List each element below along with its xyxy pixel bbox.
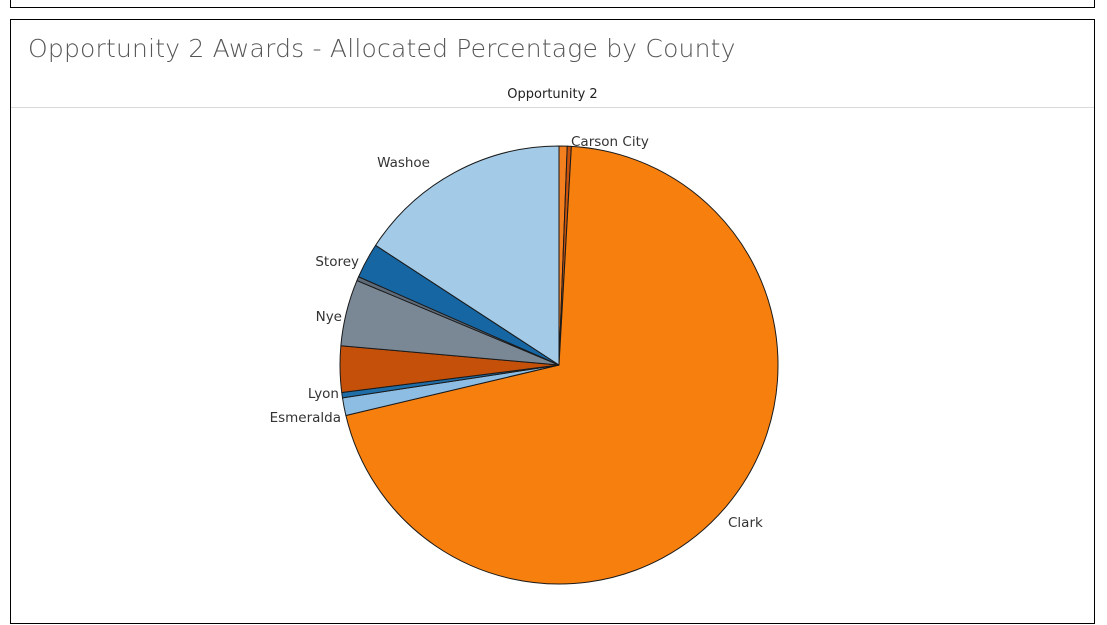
pie-slice-washoe[interactable] — [375, 145, 560, 366]
pie-label-carson-city: Carson City — [571, 134, 649, 150]
pie-slices — [339, 145, 779, 585]
pie-label-nye: Nye — [316, 309, 342, 325]
pie-chart: Carson City Clark Esmeralda Lyon Nye Storey Wa… — [270, 134, 779, 585]
pie-label-storey: Storey — [315, 254, 359, 270]
chart-title: Opportunity 2 Awards - Allocated Percent… — [28, 34, 736, 63]
previous-panel-frame — [10, 0, 1095, 8]
pie-slice-clark[interactable] — [345, 145, 779, 585]
chart-subtitle: Opportunity 2 — [507, 87, 598, 102]
title-divider — [11, 107, 1094, 108]
pie-label-lyon: Lyon — [308, 386, 339, 402]
pie-labels: Carson City Clark Esmeralda Lyon Nye Storey Wa… — [270, 134, 763, 531]
pie-label-washoe: Washoe — [377, 155, 430, 171]
pie-label-esmeralda: Esmeralda — [270, 410, 341, 426]
chart-panel: Opportunity 2 Awards - Allocated Percent… — [10, 19, 1095, 624]
pie-label-clark: Clark — [728, 515, 763, 531]
